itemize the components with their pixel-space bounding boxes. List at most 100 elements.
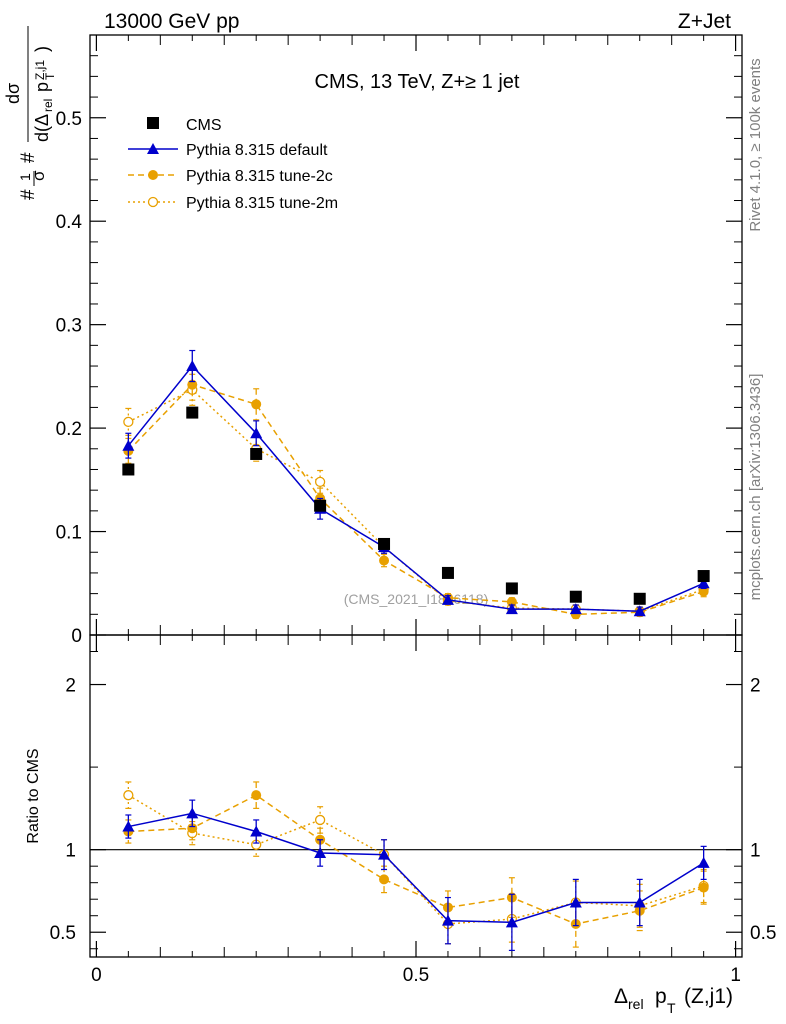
main-cms-point (186, 406, 199, 419)
svg-text:Δ: Δ (614, 985, 628, 1008)
main-default-point (250, 427, 263, 439)
x-tick-label: 1 (730, 965, 741, 986)
main-tune2c-point (379, 555, 390, 566)
svg-text:#: # (18, 152, 39, 163)
main-cms-point (505, 582, 518, 595)
ratio-default-point (697, 856, 710, 868)
main-y-tick-label: 0.1 (56, 523, 82, 544)
svg-text:p: p (655, 985, 667, 1008)
ratio-y-tick-label-right: 2 (750, 676, 761, 697)
ratio-tune2m-point (314, 814, 326, 826)
legend-cms-marker (147, 117, 159, 129)
ratio-y-tick-label-left: 1 (65, 841, 76, 862)
mcplots-source-text: mcplots.cern.ch [arXiv:1306.3436] (747, 374, 764, 601)
main-data-layer (122, 349, 710, 620)
ratio-data-layer (122, 781, 710, 951)
ratio-default-point (250, 825, 263, 837)
legend-cms-label: CMS (186, 117, 222, 134)
header-right: Z+Jet (678, 10, 731, 33)
header-left: 13000 GeV pp (104, 10, 239, 33)
x-axis-label: Δ rel p T (Z,j1) (614, 985, 733, 1016)
main-tune2c-point (187, 379, 198, 390)
legend-tune2m-label: Pythia 8.315 tune-2m (186, 195, 338, 212)
main-tune2c-point (698, 586, 709, 597)
legend-tune2c-marker (148, 170, 158, 180)
main-y-axis: 0 0.1 0.2 0.3 0.4 0.5 (56, 55, 742, 647)
ratio-default-point (378, 848, 391, 860)
legend-tune2c-label: Pythia 8.315 tune-2c (186, 168, 333, 185)
ratio-default-point (314, 846, 327, 858)
main-default-point (441, 593, 454, 605)
svg-text:1: 1 (17, 173, 33, 181)
legend-tune2m-marker (147, 196, 159, 208)
svg-text:rel: rel (628, 996, 644, 1012)
svg-text:(Z,j1): (Z,j1) (684, 985, 733, 1008)
ratio-default-point (569, 896, 582, 908)
main-cms-point (122, 463, 135, 476)
ratio-y-tick-label-right: 0.5 (750, 923, 776, 944)
plot-title: CMS, 13 TeV, Z+≥ 1 jet (315, 71, 520, 93)
x-tick-label: 0.5 (403, 965, 429, 986)
main-y-tick-label: 0.4 (56, 212, 83, 233)
main-tune2c-line (127, 383, 704, 616)
svg-text:σ: σ (29, 170, 48, 181)
main-cms-point (633, 592, 646, 605)
svg-text:#: # (18, 189, 39, 200)
main-y-tick-label: 0 (71, 626, 82, 647)
main-default-point (697, 577, 710, 589)
main-tune2c-point (506, 596, 517, 607)
svg-text:Z,j1: Z,j1 (33, 60, 47, 80)
main-y-tick-label: 0.2 (56, 419, 82, 440)
legend-default-label: Pythia 8.315 default (186, 142, 328, 159)
main-tune2c-point (251, 399, 262, 410)
ratio-default-point (505, 916, 518, 928)
ratio-y-tick-label-left: 2 (65, 676, 76, 697)
ratio-y-axis: 0.5 0.5 1 1 2 2 (50, 651, 776, 950)
ratio-default-line (128, 812, 705, 924)
ratio-default-point (122, 820, 135, 832)
svg-text:): ) (32, 46, 52, 52)
svg-text:rel: rel (41, 99, 55, 112)
ratio-default-point (186, 807, 199, 819)
main-default-point (122, 439, 135, 451)
main-cms-point (314, 499, 327, 512)
ratio-tune2c-point (251, 790, 262, 801)
ratio-tune2c-line (128, 794, 704, 925)
main-tune2m-point (314, 476, 326, 488)
ratio-tune2c-point (379, 874, 390, 885)
legend: CMS Pythia 8.315 default Pythia 8.315 tu… (128, 117, 338, 212)
legend-default-marker (147, 143, 159, 154)
ratio-y-axis-label: Ratio to CMS (25, 748, 42, 843)
main-tune2m-point (123, 416, 134, 428)
x-axis: 0 0.5 1 (91, 35, 741, 986)
main-y-axis-label: # 1 σ # dσ d(Δ rel p Z,j1 T ) (3, 26, 57, 200)
ratio-y-tick-label-left: 0.5 (50, 923, 76, 944)
main-cms-point (441, 566, 454, 579)
main-tune2m-line (128, 388, 704, 612)
svg-text:T: T (43, 72, 57, 80)
ratio-default-point (441, 914, 454, 926)
ratio-tune2m-point (123, 790, 134, 801)
main-default-point (569, 603, 582, 615)
main-cms-point (569, 590, 582, 603)
main-cms-point (250, 447, 263, 460)
main-y-tick-label: 0.5 (56, 109, 82, 130)
main-cms-point (378, 537, 391, 550)
rivet-version-text: Rivet 4.1.0, ≥ 100k events (747, 58, 764, 231)
svg-text:T: T (667, 1000, 676, 1016)
svg-text:p: p (32, 82, 52, 92)
main-default-point (633, 605, 646, 617)
main-default-line (127, 364, 704, 612)
main-default-point (505, 603, 518, 615)
ratio-default-point (633, 896, 646, 908)
main-default-point (186, 360, 199, 372)
ratio-tune2c-point (698, 882, 709, 893)
svg-text:d(Δ: d(Δ (32, 114, 52, 142)
ratio-tune2c-point (187, 823, 198, 834)
ratio-tune2m-line (127, 794, 704, 925)
x-tick-label: 0 (91, 965, 102, 986)
main-cms-point (697, 570, 710, 583)
main-y-tick-label: 0.3 (56, 316, 82, 337)
svg-text:dσ: dσ (3, 83, 23, 104)
